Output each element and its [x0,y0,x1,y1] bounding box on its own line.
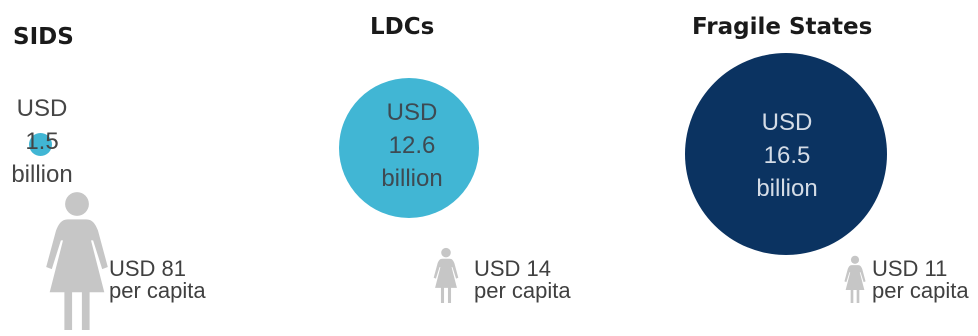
amount-line-unit: billion [725,172,849,205]
per-capita-label-ldcs: USD 14 per capita [474,258,571,302]
person-icon [42,190,112,330]
amount-line-unit: billion [0,158,84,191]
amount-label-fragile-states: USD 16.5 billion [725,106,849,205]
amount-label-ldcs: USD 12.6 billion [339,96,485,195]
group-title-sids: SIDS [13,24,74,50]
per-capita-value: USD 14 [474,258,571,280]
per-capita-unit: per capita [872,280,969,302]
per-capita-label-sids: USD 81 per capita [109,258,206,302]
per-capita-unit: per capita [109,280,206,302]
person-icon [843,255,867,303]
amount-line-currency: USD [0,92,84,125]
group-title-ldcs: LDCs [370,14,434,40]
amount-line-value: 16.5 [725,139,849,172]
per-capita-unit: per capita [474,280,571,302]
amount-line-value: 1.5 [0,125,84,158]
amount-line-value: 12.6 [339,129,485,162]
person-icon [432,247,460,303]
group-title-fragile-states: Fragile States [692,14,872,40]
per-capita-value: USD 11 [872,258,969,280]
per-capita-label-fragile-states: USD 11 per capita [872,258,969,302]
per-capita-value: USD 81 [109,258,206,280]
amount-line-currency: USD [339,96,485,129]
amount-line-unit: billion [339,162,485,195]
amount-line-currency: USD [725,106,849,139]
amount-label-sids: USD 1.5 billion [0,92,84,191]
